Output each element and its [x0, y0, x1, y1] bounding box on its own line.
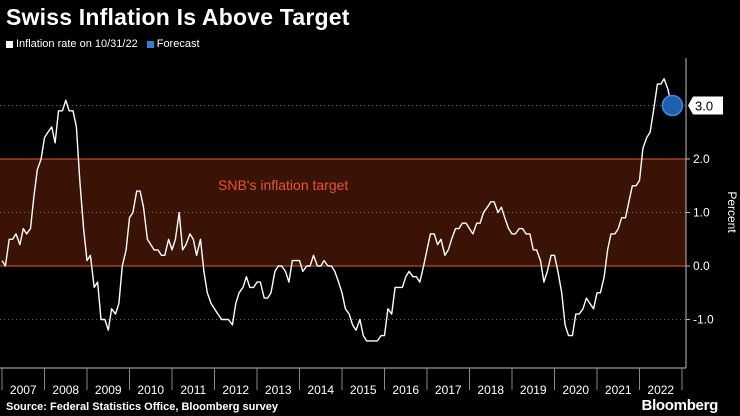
- x-tick-label: 2007: [10, 383, 37, 397]
- target-band-label: SNB's inflation target: [218, 177, 348, 193]
- target-band: [0, 159, 686, 266]
- forecast-value-label: 3.0: [695, 99, 713, 114]
- x-tick-label: 2014: [307, 383, 334, 397]
- x-tick-label: 2020: [562, 383, 589, 397]
- x-tick-label: 2012: [222, 383, 249, 397]
- x-tick-label: 2011: [180, 383, 206, 397]
- series-line-inflation: [1, 78, 673, 342]
- x-tick-label: 2019: [520, 383, 547, 397]
- x-tick-label: 2022: [647, 383, 674, 397]
- legend-label-forecast: Forecast: [156, 38, 200, 50]
- x-tick-label: 2009: [95, 383, 122, 397]
- legend-swatch-inflation: [6, 40, 13, 48]
- x-tick-label: 2015: [350, 383, 377, 397]
- legend-item-forecast: Forecast: [146, 38, 200, 50]
- source-note: Source: Federal Statistics Office, Bloom…: [6, 401, 279, 413]
- legend-swatch-forecast: [146, 40, 154, 48]
- x-tick-label: 2021: [605, 383, 632, 397]
- x-tick-label: 2008: [52, 383, 79, 397]
- y-axis-title: Percent: [725, 191, 739, 233]
- x-tick-label: 2017: [435, 383, 462, 397]
- legend-label-inflation: Inflation rate on 10/31/22: [16, 38, 138, 50]
- legend-item-inflation: Inflation rate on 10/31/22: [6, 38, 138, 50]
- x-tick-label: 2018: [477, 383, 504, 397]
- x-tick-label: 2016: [392, 383, 419, 397]
- x-tick-label: 2013: [265, 383, 292, 397]
- y-tick-label: 0.0: [693, 259, 710, 273]
- chart-legend: Inflation rate on 10/31/22 Forecast: [6, 38, 209, 50]
- y-tick-label: 2.0: [693, 152, 710, 166]
- y-tick-label: -1.0: [693, 313, 714, 327]
- x-tick-label: 2010: [137, 383, 164, 397]
- forecast-point: [661, 94, 684, 117]
- chart-title: Swiss Inflation Is Above Target: [6, 4, 350, 30]
- bloomberg-logo: Bloomberg: [641, 397, 719, 414]
- forecast-value-callout: [688, 96, 723, 115]
- y-tick-label: 1.0: [693, 206, 710, 220]
